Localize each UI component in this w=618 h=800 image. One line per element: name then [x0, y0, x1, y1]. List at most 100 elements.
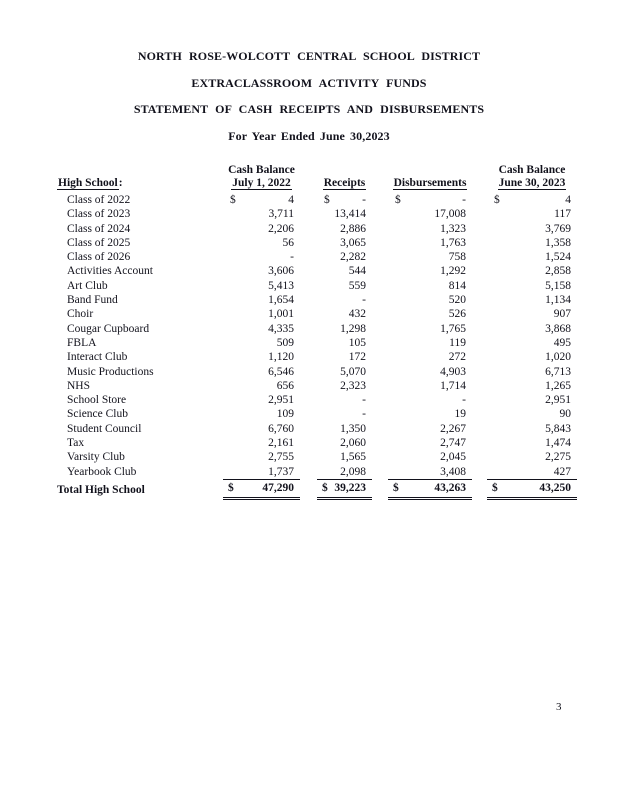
amount-value: 3,868 [545, 322, 571, 335]
table-row: School Store 2,951 - - 2,951 [57, 393, 577, 407]
district-title: NORTH ROSE-WOLCOTT CENTRAL SCHOOL DISTRI… [137, 49, 481, 63]
amount-value: 2,858 [545, 265, 571, 278]
amount-value: 559 [348, 279, 366, 292]
amount-value: 4,903 [440, 365, 466, 378]
column-header-line1 [317, 164, 372, 177]
amount-value: 2,267 [440, 422, 466, 435]
column-header-line1: Cash Balance [228, 163, 295, 176]
table-row: Activities Account 3,606 544 1,292 2,858 [57, 264, 577, 278]
amount-ending-balance: 1,524 [487, 250, 577, 264]
amount-value: 1,565 [340, 451, 366, 464]
table-row: NHS 656 2,323 1,714 1,265 [57, 379, 577, 393]
amount-receipts: - [317, 293, 372, 307]
amount-value: 427 [553, 465, 571, 478]
amount-beginning-balance: 2,206 [223, 222, 300, 236]
amount-value: - [462, 394, 466, 407]
amount-ending-balance: 495 [487, 336, 577, 350]
amount-disbursements: 1,323 [388, 222, 472, 236]
total-disbursements: $43,263 [388, 478, 472, 500]
amount-receipts: 559 [317, 279, 372, 293]
amount-value: 2,098 [340, 465, 366, 478]
amount-disbursements: 17,008 [388, 207, 472, 221]
row-label: Class of 2025 [67, 236, 131, 249]
amount-value: 544 [348, 265, 366, 278]
amount-receipts: 2,323 [317, 379, 372, 393]
row-label: Art Club [67, 279, 108, 292]
amount-receipts: 13,414 [317, 207, 372, 221]
amount-beginning-balance: 2,951 [223, 393, 300, 407]
group-header-colon: : [118, 176, 123, 189]
amount-value: 1,265 [545, 379, 571, 392]
currency-symbol: $ [228, 481, 234, 494]
amount-disbursements: 2,747 [388, 436, 472, 450]
amount-value: 2,747 [440, 437, 466, 450]
amount-value: 5,158 [545, 279, 571, 292]
total-receipts: $39,223 [317, 478, 372, 500]
table-row: Varsity Club 2,755 1,565 2,045 2,275 [57, 450, 577, 464]
amount-value: - [462, 194, 466, 206]
currency-symbol: $ [494, 194, 500, 206]
row-label: Choir [67, 308, 94, 321]
amount-value: 5,070 [340, 365, 366, 378]
row-label: Activities Account [67, 265, 153, 278]
column-header-line1 [388, 164, 472, 177]
amount-receipts: 432 [317, 307, 372, 321]
row-label: Varsity Club [67, 451, 125, 464]
amount-value: 2,045 [440, 451, 466, 464]
row-label: School Store [67, 394, 127, 407]
amount-ending-balance: 5,843 [487, 422, 577, 436]
currency-symbol: $ [230, 194, 236, 206]
amount-disbursements: 2,267 [388, 422, 472, 436]
amount-value: 5,843 [545, 422, 571, 435]
total-value: 47,290 [262, 481, 294, 494]
amount-value: 1,001 [268, 308, 294, 321]
table-row: Choir 1,001 432 526 907 [57, 307, 577, 321]
amount-ending-balance: 3,769 [487, 222, 577, 236]
amount-disbursements: 1,763 [388, 236, 472, 250]
table-row: Class of 2022 $4 $ - $ - $4 [57, 193, 577, 207]
group-header-label: High School [57, 176, 119, 190]
table-row: Class of 2023 3,711 13,414 17,008 117 [57, 207, 577, 221]
amount-value: 2,755 [268, 451, 294, 464]
amount-value: 4 [288, 194, 294, 206]
total-row-label: Total High School [57, 484, 145, 497]
amount-value: 1,765 [440, 322, 466, 335]
amount-beginning-balance: 5,413 [223, 279, 300, 293]
amount-value: 1,358 [545, 236, 571, 249]
amount-value: 758 [448, 251, 466, 264]
amount-value: 1,020 [545, 351, 571, 364]
column-header-line2: June 30, 2023 [497, 176, 567, 190]
amount-ending-balance: 427 [487, 465, 577, 480]
table-row: Student Council 6,760 1,350 2,267 5,843 [57, 422, 577, 436]
row-label: NHS [67, 379, 91, 392]
amount-value: 117 [554, 208, 571, 221]
amount-disbursements: 520 [388, 293, 472, 307]
table-row: Science Club 109 - 19 90 [57, 407, 577, 421]
amount-value: 1,350 [340, 422, 366, 435]
amount-value: 5,413 [268, 279, 294, 292]
amount-ending-balance: 117 [487, 207, 577, 221]
amount-beginning-balance: 1,001 [223, 307, 300, 321]
column-header-ending-balance: Cash Balance June 30, 2023 [487, 164, 577, 194]
amount-value: - [290, 251, 294, 264]
amount-value: 1,474 [545, 437, 571, 450]
table-row: Tax 2,161 2,060 2,747 1,474 [57, 436, 577, 450]
table-header-row: High School: Cash Balance July 1, 2022 R… [57, 164, 577, 194]
column-header-beginning-balance: Cash Balance July 1, 2022 [223, 164, 300, 194]
amount-ending-balance: 2,275 [487, 450, 577, 464]
amount-receipts: 3,065 [317, 236, 372, 250]
amount-receipts: 1,298 [317, 322, 372, 336]
amount-disbursements: 1,292 [388, 264, 472, 278]
row-label: Class of 2023 [67, 208, 131, 221]
amount-value: 2,323 [340, 379, 366, 392]
amount-ending-balance: 1,134 [487, 293, 577, 307]
amount-receipts: 5,070 [317, 365, 372, 379]
amount-value: 2,886 [340, 222, 366, 235]
amount-value: 19 [454, 408, 467, 421]
amount-value: 1,714 [440, 379, 466, 392]
amount-value: 1,120 [268, 351, 294, 364]
amount-value: 1,323 [440, 222, 466, 235]
amount-receipts: 2,886 [317, 222, 372, 236]
row-label: FBLA [67, 336, 97, 349]
